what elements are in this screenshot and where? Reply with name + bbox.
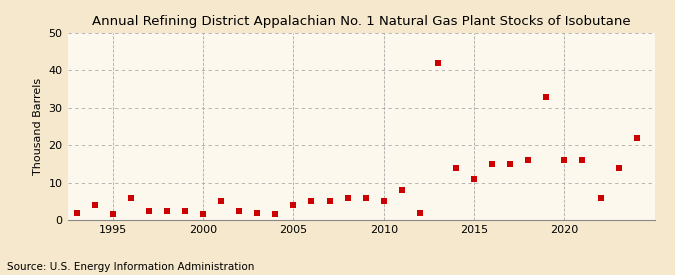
Point: [559, 158, 570, 162]
Point: [143, 208, 154, 213]
Point: [252, 210, 263, 215]
Point: [180, 208, 190, 213]
Y-axis label: Thousand Barrels: Thousand Barrels: [33, 78, 43, 175]
Point: [577, 158, 588, 162]
Point: [107, 212, 118, 217]
Point: [89, 203, 100, 207]
Point: [505, 162, 516, 166]
Point: [216, 199, 227, 204]
Point: [360, 195, 371, 200]
Point: [161, 208, 172, 213]
Point: [306, 199, 317, 204]
Point: [613, 166, 624, 170]
Point: [523, 158, 534, 162]
Text: Source: U.S. Energy Information Administration: Source: U.S. Energy Information Administ…: [7, 262, 254, 272]
Point: [595, 195, 606, 200]
Title: Annual Refining District Appalachian No. 1 Natural Gas Plant Stocks of Isobutane: Annual Refining District Appalachian No.…: [92, 15, 630, 28]
Point: [126, 195, 136, 200]
Point: [414, 210, 425, 215]
Point: [270, 212, 281, 217]
Point: [541, 94, 551, 99]
Point: [396, 188, 407, 192]
Point: [71, 210, 82, 215]
Point: [451, 166, 462, 170]
Point: [198, 212, 209, 217]
Point: [378, 199, 389, 204]
Point: [433, 61, 443, 65]
Point: [324, 199, 335, 204]
Point: [342, 195, 353, 200]
Point: [288, 203, 299, 207]
Point: [234, 208, 244, 213]
Point: [468, 177, 479, 181]
Point: [631, 136, 642, 140]
Point: [487, 162, 497, 166]
